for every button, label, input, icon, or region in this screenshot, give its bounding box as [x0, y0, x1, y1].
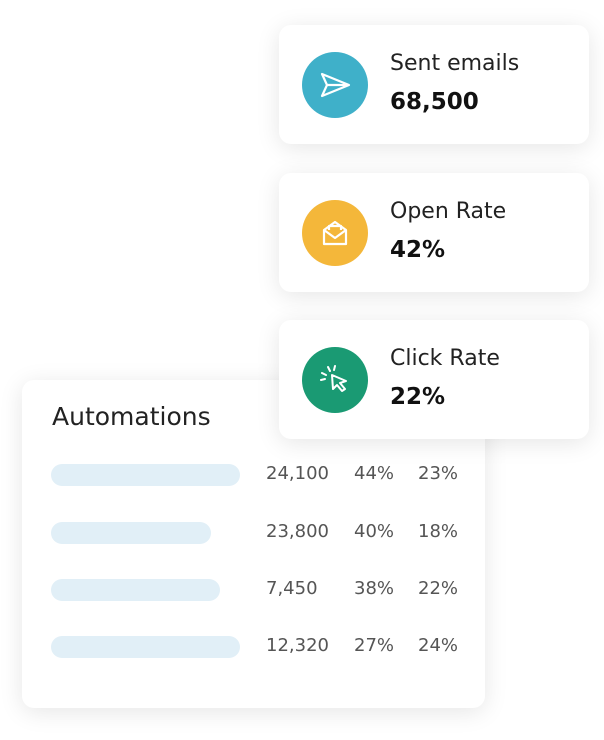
cell: 23,800 — [266, 521, 329, 542]
panel-title: Automations — [52, 402, 211, 431]
bar — [51, 636, 240, 658]
stat-label: Sent emails — [390, 51, 520, 76]
send-icon — [302, 52, 368, 118]
stat-card: Click Rate 22% — [279, 320, 589, 439]
cell: 7,450 — [266, 578, 318, 599]
cell: 24,100 — [266, 463, 329, 484]
bar — [51, 464, 240, 486]
stat-card: Sent emails 68,500 — [279, 25, 589, 144]
cell: 18% — [418, 521, 459, 542]
stat-label: Click Rate — [390, 346, 500, 371]
bar — [51, 522, 211, 544]
cell: 38% — [354, 578, 395, 599]
cell: 23% — [418, 463, 459, 484]
stat-value: 42% — [390, 237, 446, 263]
open-icon — [302, 200, 368, 266]
bar — [51, 579, 220, 601]
cell: 40% — [354, 521, 395, 542]
cell: 27% — [354, 635, 395, 656]
stat-value: 22% — [390, 384, 446, 410]
stat-card: Open Rate 42% — [279, 173, 589, 292]
cell: 24% — [418, 635, 459, 656]
stat-label: Open Rate — [390, 199, 507, 224]
click-icon — [302, 347, 368, 413]
cell: 12,320 — [266, 635, 329, 656]
cell: 44% — [354, 463, 395, 484]
cell: 22% — [418, 578, 459, 599]
stat-value: 68,500 — [390, 89, 479, 115]
